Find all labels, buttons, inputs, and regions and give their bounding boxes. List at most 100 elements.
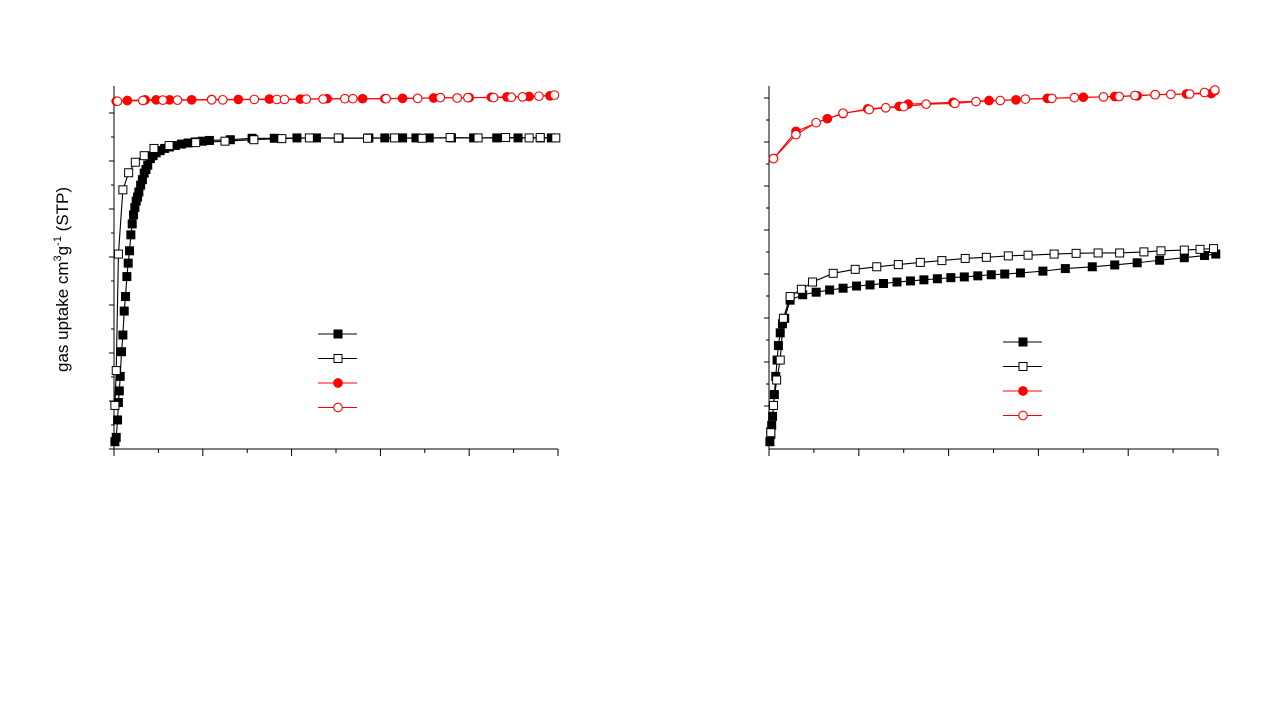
series-4-point — [452, 93, 463, 103]
series-4-point — [768, 153, 779, 164]
series-1-point — [986, 270, 996, 280]
series-4-point — [1184, 89, 1195, 99]
series-4-point — [463, 92, 473, 103]
legend-marker-2-point — [333, 354, 343, 363]
series-1-point — [1132, 258, 1142, 268]
series-2-point — [551, 133, 561, 143]
y-axis-label-sup1: 3 — [52, 255, 64, 261]
y-axis-label-tail: (STP) — [53, 187, 72, 236]
series-2-point — [149, 143, 159, 153]
series-2-point — [363, 133, 373, 143]
legend-marker-3-point — [1018, 386, 1028, 396]
series-4-point — [950, 98, 960, 109]
series-4-point — [971, 96, 981, 107]
series-1-point — [118, 330, 128, 340]
series-2-point — [111, 366, 121, 376]
series-4-point — [435, 92, 446, 103]
series-2-point — [893, 260, 903, 270]
series-2 — [766, 244, 1219, 438]
series-2-point — [915, 257, 925, 267]
series-2-point — [535, 133, 545, 143]
legend — [318, 329, 357, 413]
series-2-point — [220, 136, 230, 146]
series-2-point — [304, 133, 314, 143]
series-1-point — [1110, 260, 1120, 270]
series-1-point — [775, 328, 785, 338]
series-4-point — [1098, 92, 1109, 102]
series-1-point — [946, 273, 956, 283]
series-2-point — [139, 151, 149, 161]
series-2-point — [390, 133, 400, 143]
series-2-point — [277, 134, 287, 144]
series-2-point — [1139, 247, 1149, 257]
series-2-point — [113, 249, 123, 259]
series-4 — [768, 85, 1220, 164]
series-4-point — [1199, 87, 1210, 98]
series-2-point — [501, 133, 511, 143]
series-1-point — [773, 341, 783, 351]
legend-marker-3-point — [333, 378, 343, 388]
series-1-point — [123, 258, 133, 268]
series-4-point — [318, 94, 328, 104]
y-axis-label-mid: g — [53, 246, 72, 255]
legend-marker-1-point — [1018, 337, 1028, 347]
series-2-point — [796, 284, 806, 294]
series-4-point — [217, 94, 228, 105]
series-2-point — [445, 133, 455, 143]
series-4-point — [488, 92, 499, 103]
series-1-point — [119, 306, 129, 316]
series-2-point — [1093, 248, 1103, 258]
series-2-point — [828, 268, 838, 278]
series-4-point — [838, 108, 848, 119]
series-1-point — [1155, 255, 1165, 265]
series-2-point — [191, 138, 201, 148]
series-4-point — [301, 94, 312, 104]
series-4-point — [340, 93, 350, 104]
series-4-point — [549, 90, 560, 100]
series-2-point — [785, 292, 795, 302]
series-4-point — [880, 102, 891, 113]
series-4-point — [249, 94, 260, 105]
series-2-line — [114, 136, 556, 406]
series-1-point — [878, 278, 888, 288]
series-4-point — [995, 95, 1006, 106]
series-1-point — [852, 281, 862, 291]
series-1-point — [865, 280, 875, 290]
series-4-point — [534, 91, 544, 102]
legend-marker-4-point — [1018, 410, 1028, 421]
series-1-point — [125, 246, 135, 256]
series-1-point — [1179, 253, 1189, 263]
series-4-point — [1020, 94, 1031, 104]
series-2-point — [778, 313, 788, 323]
series-1-point — [811, 287, 821, 297]
series-2-point — [1071, 248, 1081, 258]
series-1-point — [127, 219, 137, 229]
series-2-point — [524, 133, 534, 143]
legend-marker-4-point — [333, 402, 343, 413]
series-1-point — [905, 276, 915, 286]
series-4-point — [279, 94, 290, 105]
series-4-line — [773, 89, 1215, 159]
y-axis-label-main: gas uptake cm — [53, 261, 72, 372]
series-1-point — [122, 272, 132, 282]
series-2-point — [164, 141, 174, 151]
right-chart-panel — [764, 85, 1221, 456]
series-2-point — [981, 252, 991, 262]
series-2-point — [850, 264, 860, 274]
series-2-point — [110, 400, 120, 410]
series-1-point — [1060, 264, 1070, 274]
series-2-point — [124, 168, 134, 178]
series-1-line — [114, 137, 552, 442]
series-2-point — [1049, 249, 1059, 259]
series-4-point — [791, 129, 801, 140]
series-1-point — [1038, 266, 1048, 276]
series-4-point — [157, 95, 168, 106]
series-4-point — [517, 92, 528, 102]
series-1-point — [1015, 268, 1025, 278]
series-2-point — [960, 253, 970, 263]
series-1-point — [204, 135, 214, 145]
series-1-point — [838, 283, 848, 293]
series-1-point — [111, 432, 121, 442]
series-2 — [110, 133, 561, 410]
